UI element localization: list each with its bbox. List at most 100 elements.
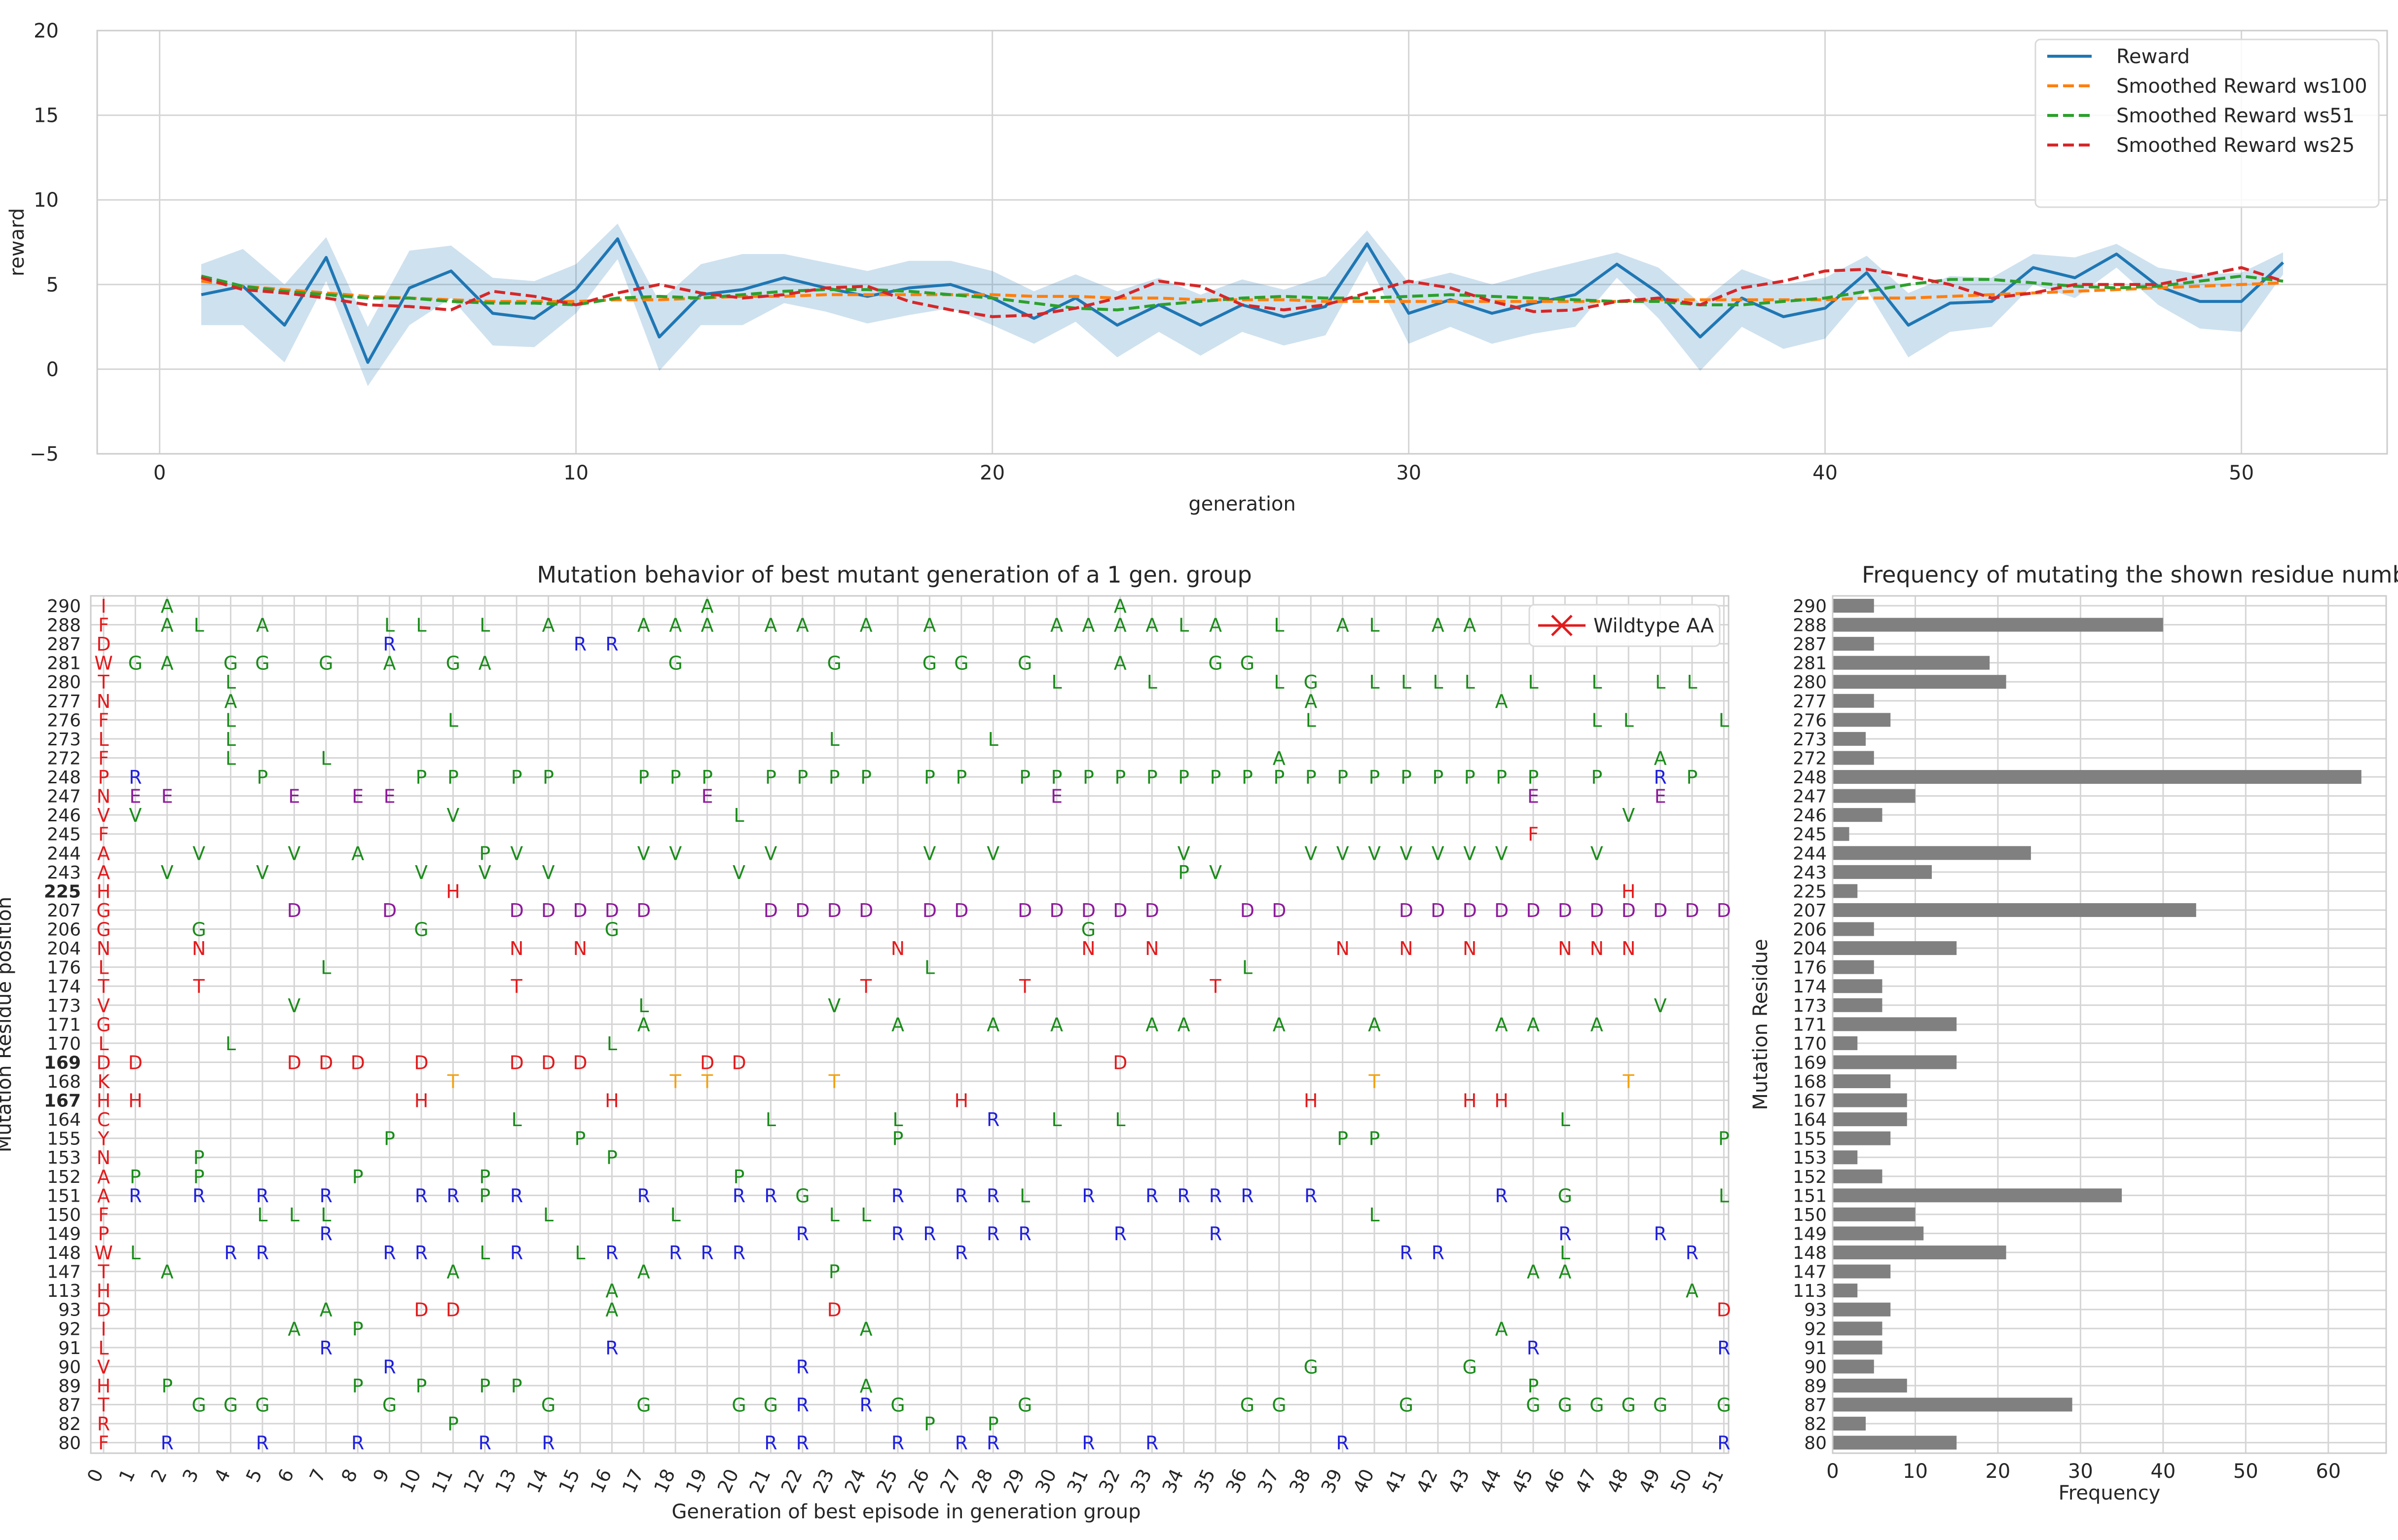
mutation-letter: E xyxy=(161,786,173,807)
wildtype-letters: IFDWTNFLFPNVFAAHGGNLTVGLDKHCYNAAFPWTHDIL… xyxy=(94,595,113,1454)
mutation-letter: A xyxy=(1527,1014,1540,1035)
mutation-chart-frame xyxy=(90,595,1730,1454)
reward-legend-label: Smoothed Reward ws100 xyxy=(2116,75,2367,98)
mutation-letter: P xyxy=(924,1413,935,1435)
frequency-residue-label: 276 xyxy=(1793,710,1827,731)
mutation-letter: L xyxy=(1433,671,1443,693)
mutation-residue-label: 174 xyxy=(47,977,81,997)
mutation-letter: G xyxy=(446,653,460,674)
mutation-letter: G xyxy=(1303,671,1318,693)
mutation-letter: P xyxy=(1369,1128,1380,1150)
mutation-letter: L xyxy=(1687,671,1697,693)
mutation-letter: H xyxy=(1463,1090,1477,1112)
frequency-bar xyxy=(1833,1417,1866,1431)
mutation-letter: V xyxy=(479,862,491,883)
mutation-letter: R xyxy=(351,1432,364,1454)
mutation-letter: G xyxy=(1653,1394,1667,1416)
frequency-x-ticks: 0 10 20 30 40 50 60 xyxy=(1826,1460,2341,1483)
frequency-residue-label: 153 xyxy=(1793,1148,1827,1168)
mutation-letter: P xyxy=(193,1166,205,1188)
frequency-residue-label: 287 xyxy=(1793,634,1827,655)
mutation-letter: A xyxy=(1209,615,1222,636)
wildtype-letter: A xyxy=(97,862,110,883)
mutation-letter: R xyxy=(796,1432,809,1454)
wildtype-letter: L xyxy=(98,1337,109,1359)
mutation-letter: P xyxy=(511,767,522,788)
mutation-x-tick-label: 1 xyxy=(114,1466,139,1486)
mutation-letter: P xyxy=(860,767,872,788)
mutation-letter: G xyxy=(636,1394,651,1416)
mutation-letter: R xyxy=(764,1185,777,1207)
mutation-letter: G xyxy=(1558,1185,1572,1207)
wildtype-letter: K xyxy=(98,1071,111,1093)
mutation-letter: R xyxy=(1082,1432,1095,1454)
mutation-letter: L xyxy=(1306,709,1316,731)
mutation-letter: L xyxy=(1369,615,1379,636)
reward-x-tick-label: 30 xyxy=(1396,462,1421,484)
frequency-bar xyxy=(1833,1264,1891,1279)
frequency-residue-label: 87 xyxy=(1804,1395,1827,1416)
mutation-letter: P xyxy=(416,1375,427,1397)
mutation-letter: G xyxy=(1303,1356,1318,1378)
mutation-letter: R xyxy=(224,1242,237,1264)
mutation-letter: G xyxy=(223,653,238,674)
mutation-letter: L xyxy=(829,729,840,750)
mutation-x-tick-label: 0 xyxy=(83,1466,108,1486)
mutation-letter: R xyxy=(510,1185,523,1207)
mutation-letter: A xyxy=(1273,747,1286,769)
wildtype-letter: I xyxy=(101,1318,106,1340)
mutation-letter: A xyxy=(161,615,174,636)
mutation-x-tick-label: 12 xyxy=(459,1466,489,1496)
mutation-letter: A xyxy=(1304,691,1317,712)
mutation-letter: A xyxy=(161,595,174,617)
mutation-letter: R xyxy=(1336,1432,1349,1454)
mutation-letter: E xyxy=(288,786,300,807)
mutation-letter: D xyxy=(1081,900,1096,921)
mutation-letter: G xyxy=(605,919,619,941)
mutation-letter: P xyxy=(479,1166,490,1188)
mutation-letter: R xyxy=(637,1185,650,1207)
mutation-letter: G xyxy=(191,1394,206,1416)
mutation-letter: D xyxy=(1653,900,1667,921)
mutation-letter: L xyxy=(1369,1204,1379,1226)
mutation-letter: A xyxy=(1590,1014,1603,1035)
mutation-letter: D xyxy=(1240,900,1254,921)
frequency-bar xyxy=(1833,979,1882,993)
mutation-letter: A xyxy=(796,615,809,636)
mutation-letter: P xyxy=(352,1375,364,1397)
mutation-letter: L xyxy=(734,805,744,826)
wildtype-letter: A xyxy=(97,1185,110,1207)
mutation-letter: A xyxy=(1145,1014,1158,1035)
wildtype-letter: G xyxy=(96,900,111,921)
mutation-letter: T xyxy=(511,976,523,997)
wildtype-letter: N xyxy=(97,938,111,959)
mutation-letter: P xyxy=(956,767,967,788)
wildtype-letter: H xyxy=(97,880,111,902)
mutation-x-tick-label: 51 xyxy=(1698,1466,1728,1496)
mutation-letter: P xyxy=(447,1413,459,1435)
mutation-letter: H xyxy=(414,1090,429,1112)
mutation-letter: R xyxy=(161,1432,174,1454)
frequency-residue-label: 207 xyxy=(1793,901,1827,921)
frequency-bar xyxy=(1833,732,1866,746)
mutation-letter: R xyxy=(129,767,142,788)
frequency-bar xyxy=(1833,1207,1916,1221)
mutation-letter: A xyxy=(1495,1318,1508,1340)
mutation-letter: V xyxy=(733,862,745,883)
mutation-letter: R xyxy=(479,1432,491,1454)
frequency-residue-ticks: 2902882872812802772762732722482472462452… xyxy=(1793,596,1827,1454)
mutation-letter: R xyxy=(1400,1242,1412,1264)
mutation-letter: P xyxy=(479,1375,490,1397)
mutation-letter: D xyxy=(954,900,968,921)
mutation-letter: D xyxy=(1685,900,1699,921)
mutation-residue-label: 164 xyxy=(47,1110,81,1130)
mutation-residue-label: 93 xyxy=(58,1300,81,1320)
mutation-residue-label: 147 xyxy=(47,1262,81,1283)
mutation-letter: D xyxy=(1717,900,1731,921)
frequency-bar xyxy=(1833,599,1874,613)
mutation-letter: P xyxy=(1178,862,1189,883)
mutation-letter: R xyxy=(383,633,396,655)
mutation-letter: A xyxy=(1495,691,1508,712)
mutation-letter: R xyxy=(1304,1185,1317,1207)
mutation-letter: L xyxy=(766,1109,776,1131)
